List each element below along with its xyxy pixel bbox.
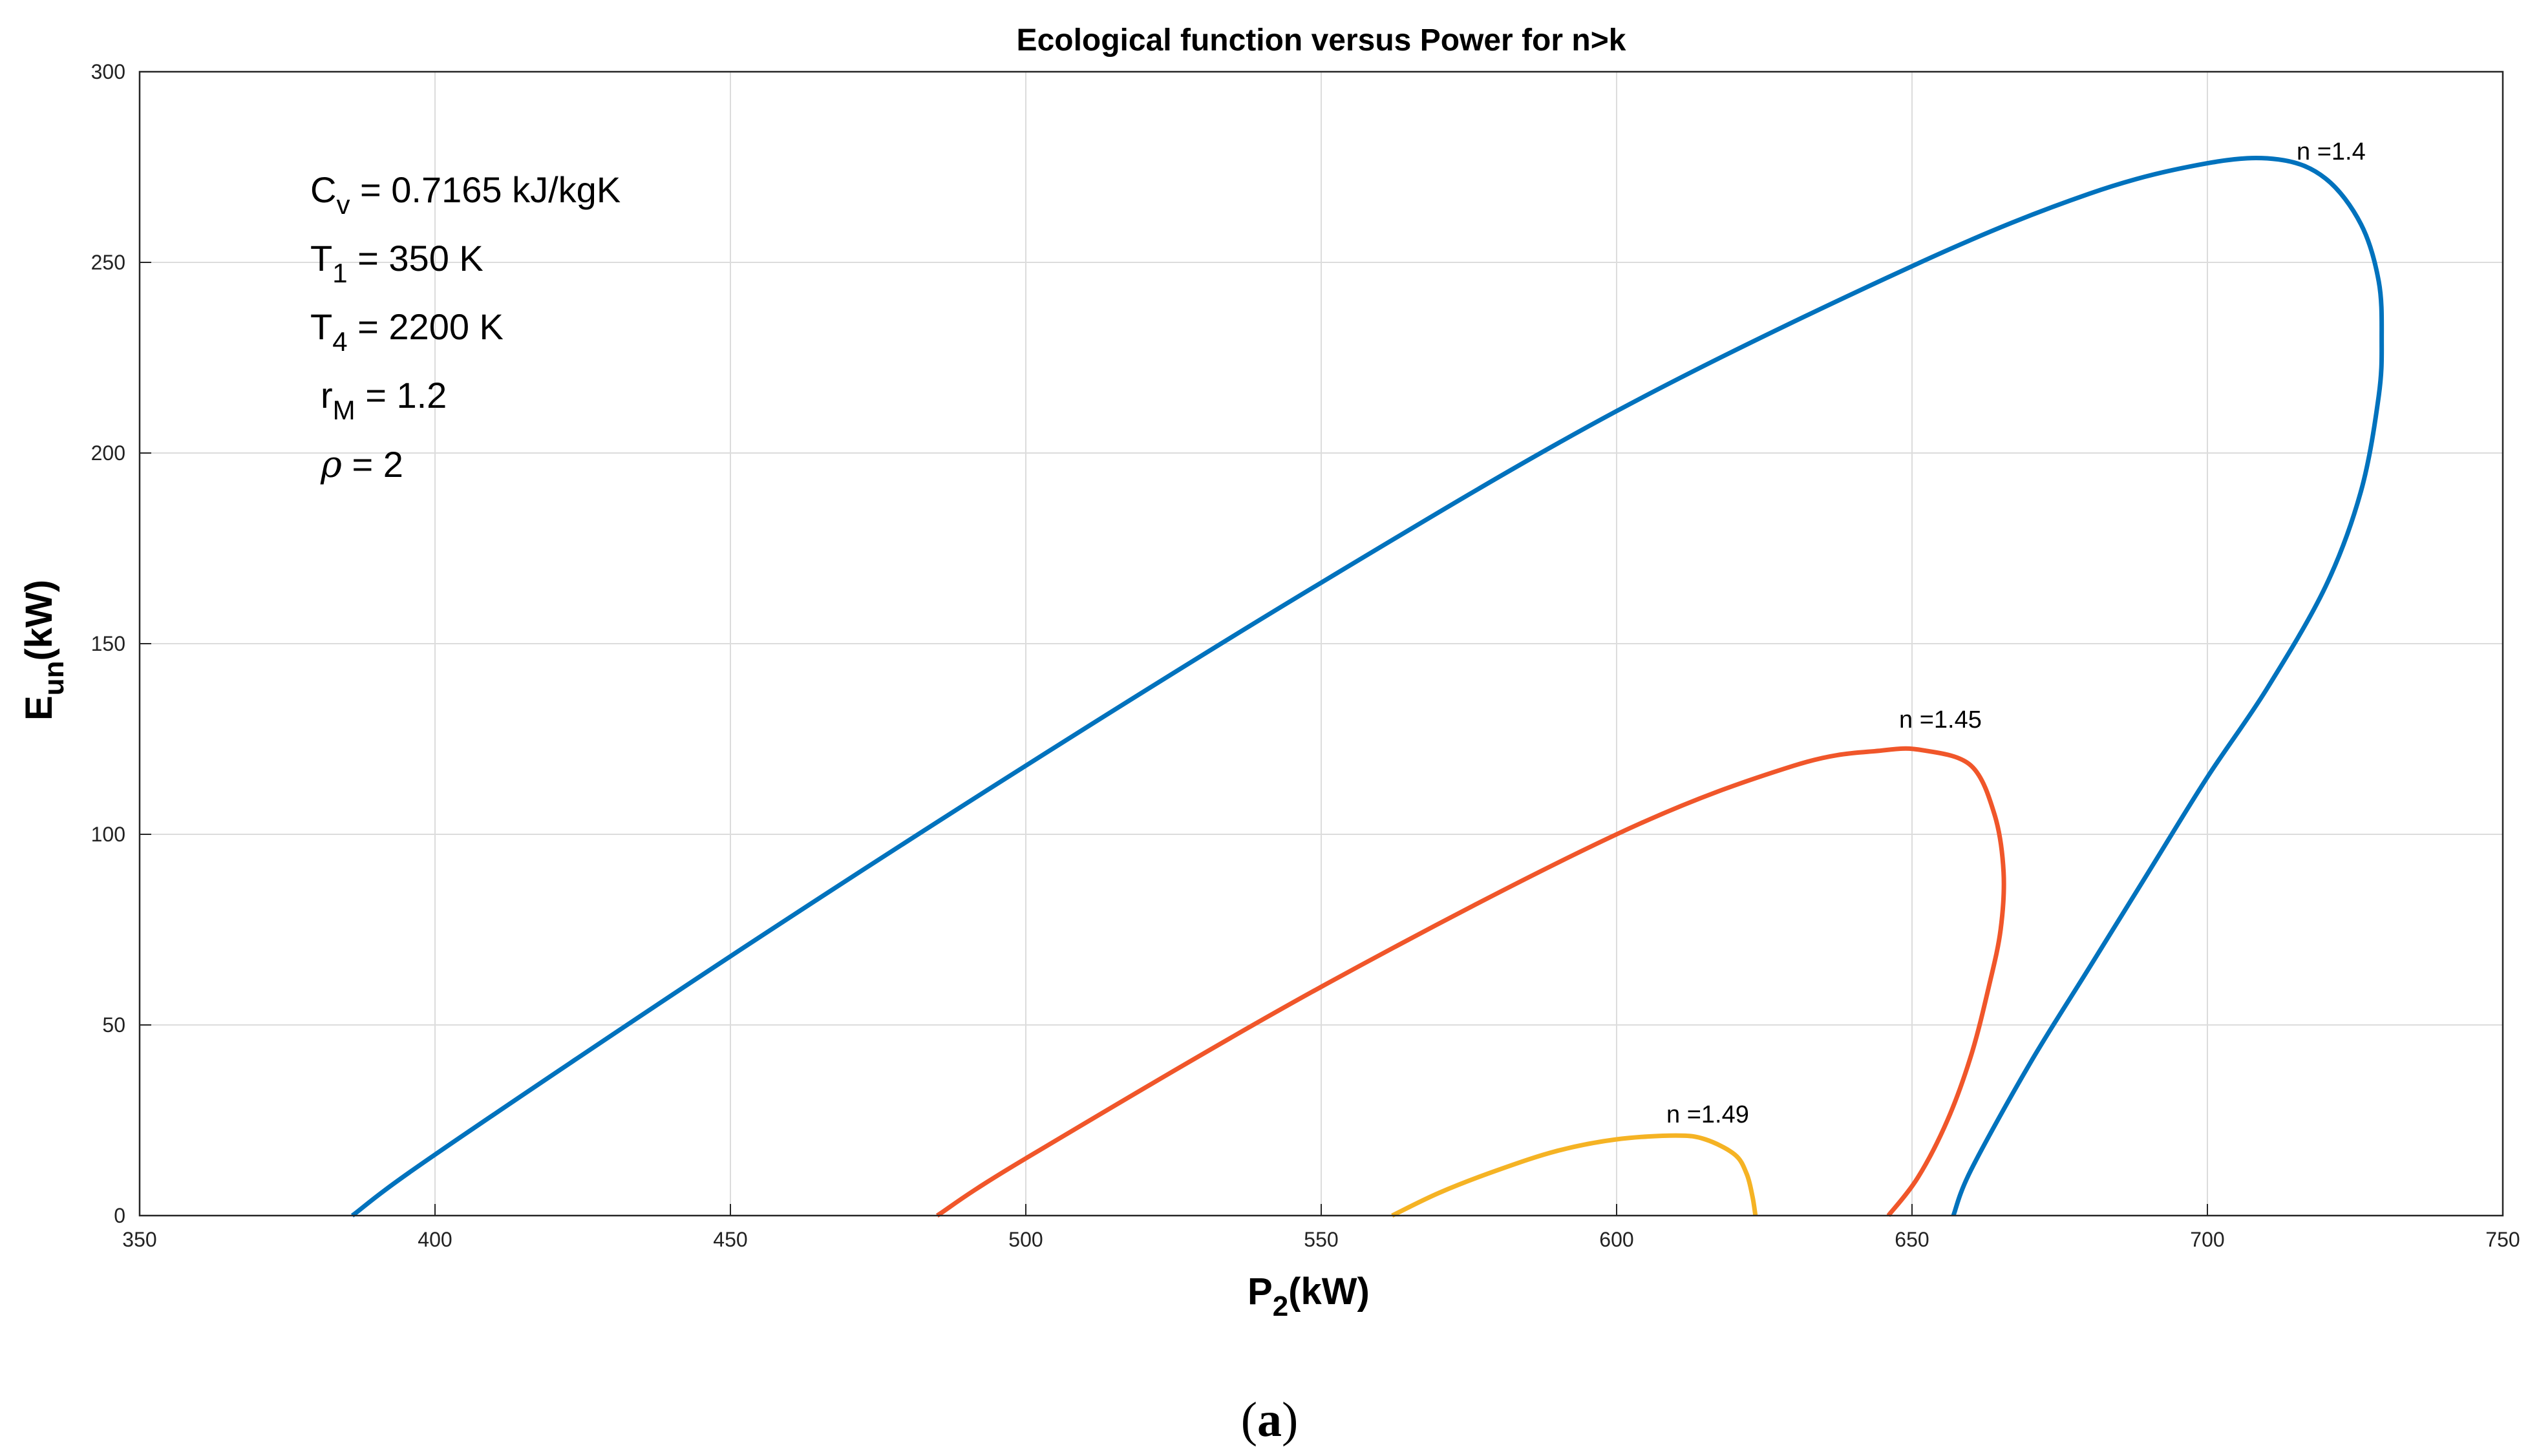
x-tick-label: 650 xyxy=(1895,1228,1929,1251)
x-axis-label: P2(kW) xyxy=(1248,1271,1370,1322)
param-t4: T4 = 2200 K xyxy=(310,306,504,357)
series-line-1 xyxy=(350,156,2385,1218)
x-tick-label: 500 xyxy=(1008,1228,1043,1251)
x-tick-label: 400 xyxy=(418,1228,452,1251)
param-cv: Cv = 0.7165 kJ/kgK xyxy=(310,169,621,220)
y-axis-label-unit: (kW) xyxy=(18,580,60,661)
x-tick-label: 450 xyxy=(713,1228,747,1251)
x-axis-label-unit: (kW) xyxy=(1288,1271,1370,1313)
y-tick-label: 100 xyxy=(91,823,125,846)
y-axis-label-main: E xyxy=(18,695,60,721)
parameter-annotation: Cv = 0.7165 kJ/kgK T1 = 350 K T4 = 2200 … xyxy=(310,169,621,486)
x-tick-label: 550 xyxy=(1304,1228,1338,1251)
data-series xyxy=(350,156,2385,1218)
x-tick-label: 600 xyxy=(1599,1228,1633,1251)
series-label-n-1-45: n =1.45 xyxy=(1899,706,1982,733)
grid xyxy=(140,72,2503,1216)
x-tick-label: 700 xyxy=(2190,1228,2224,1251)
series-line-3 xyxy=(1391,1133,1758,1218)
y-axis-label-sub: un xyxy=(38,661,70,696)
param-rm: rM = 1.2 xyxy=(321,375,447,425)
figure-caption: (a) xyxy=(1241,1393,1299,1447)
y-tick-label: 300 xyxy=(91,60,125,83)
y-tick-label: 150 xyxy=(91,632,125,655)
y-axis-label: Eun(kW) xyxy=(18,580,70,721)
y-tick-label: 50 xyxy=(102,1013,125,1037)
x-tick-label: 750 xyxy=(2485,1228,2520,1251)
param-t1: T1 = 350 K xyxy=(310,238,483,288)
x-tick-label: 350 xyxy=(122,1228,156,1251)
y-tick-label: 250 xyxy=(91,251,125,274)
plot-frame xyxy=(138,70,2504,1217)
series-line-2 xyxy=(936,746,2006,1218)
series-label-n-1-4: n =1.4 xyxy=(2297,138,2366,165)
param-rho: ρ = 2 xyxy=(320,444,403,486)
y-tick-label: 200 xyxy=(91,441,125,465)
chart-title: Ecological function versus Power for n>k xyxy=(1017,23,1626,58)
x-axis-label-sub: 2 xyxy=(1273,1291,1288,1322)
y-tick-label: 0 xyxy=(114,1204,125,1227)
x-axis-label-main: P xyxy=(1248,1271,1273,1313)
axis-ticks: 350 400 450 500 550 600 650 700 750 0 50 100 150 200 2… xyxy=(91,60,2520,1251)
series-label-n-1-49: n =1.49 xyxy=(1666,1101,1749,1128)
